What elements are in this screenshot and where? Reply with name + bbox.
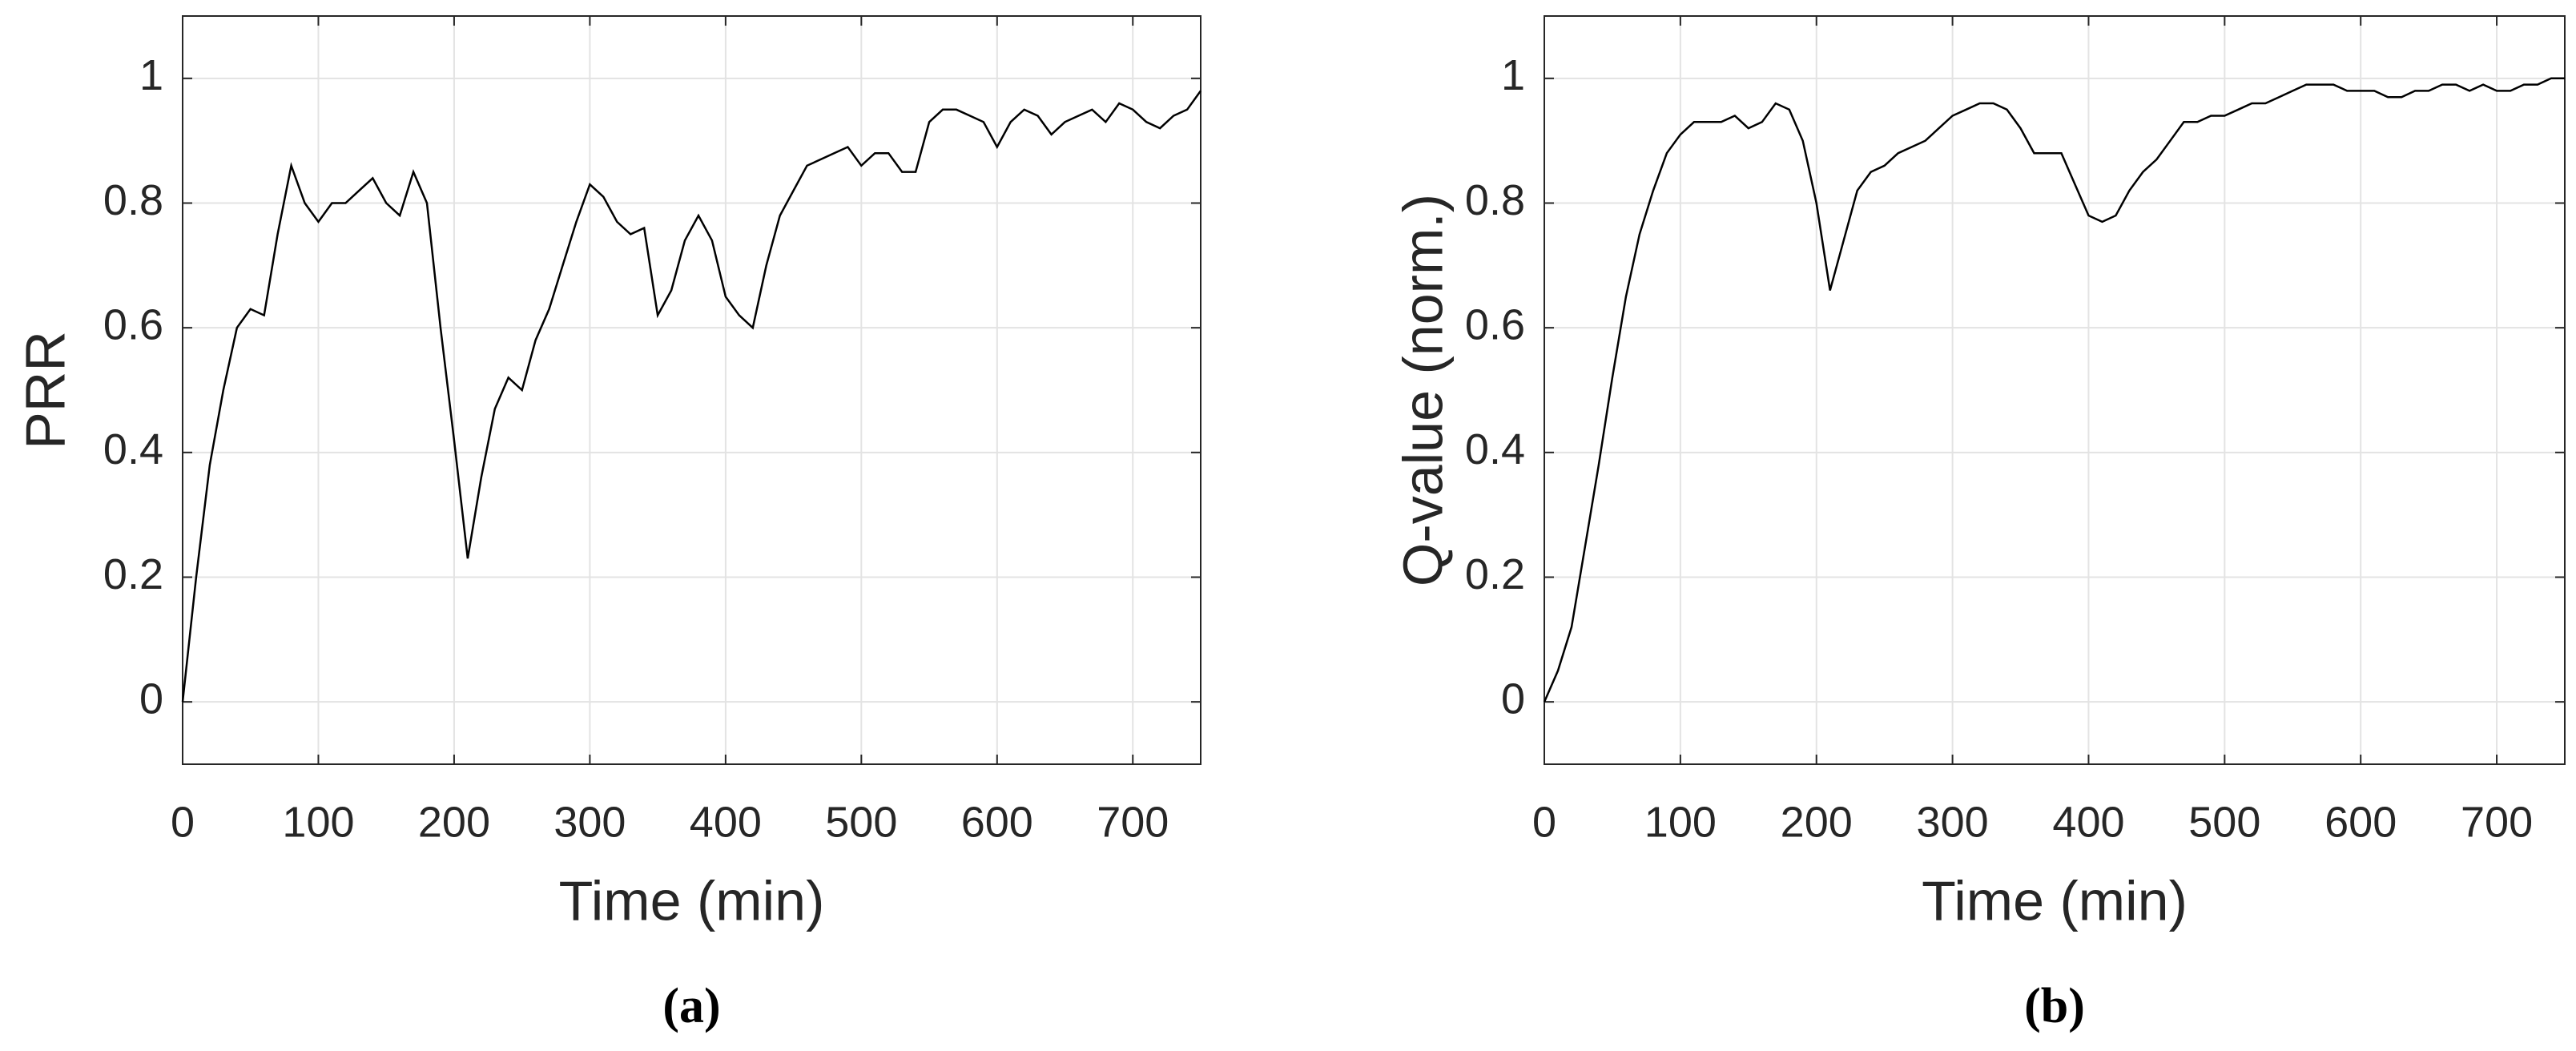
x-tick-label: 400 xyxy=(2052,798,2124,846)
x-axis-label: Time (min) xyxy=(559,869,825,932)
caption: (a) xyxy=(662,979,720,1033)
x-axis-label: Time (min) xyxy=(1922,869,2188,932)
x-tick-label: 400 xyxy=(690,798,762,846)
data-line xyxy=(181,90,1202,703)
y-tick-label: 0.2 xyxy=(103,550,163,598)
x-tick-label: 500 xyxy=(825,798,897,846)
y-tick-label: 0 xyxy=(139,674,163,723)
y-tick-label: 0.8 xyxy=(103,176,163,224)
x-tick-label: 600 xyxy=(961,798,1033,846)
y-tick-label: 0.6 xyxy=(103,300,163,348)
x-tick-label: 100 xyxy=(1644,798,1717,846)
x-tick-label: 300 xyxy=(553,798,626,846)
x-tick-label: 100 xyxy=(282,798,354,846)
x-tick-label: 0 xyxy=(171,798,195,846)
y-tick-label: 0.4 xyxy=(103,425,163,473)
plot-frame xyxy=(1544,15,2566,765)
y-tick-label: 1 xyxy=(139,51,163,99)
y-tick-label: 0.8 xyxy=(1465,176,1525,224)
x-tick-label: 0 xyxy=(1532,798,1556,846)
plot-frame xyxy=(182,15,1201,765)
data-line xyxy=(1543,77,2565,703)
x-tick-label: 700 xyxy=(2461,798,2533,846)
x-tick-label: 700 xyxy=(1097,798,1169,846)
y-tick-label: 0.4 xyxy=(1465,425,1525,473)
y-tick-label: 1 xyxy=(1501,51,1525,99)
y-tick-label: 0 xyxy=(1501,674,1525,723)
x-tick-label: 200 xyxy=(1781,798,1853,846)
y-tick-label: 0.6 xyxy=(1465,300,1525,348)
caption: (b) xyxy=(2024,979,2085,1033)
x-tick-label: 600 xyxy=(2324,798,2397,846)
x-tick-label: 300 xyxy=(1917,798,1989,846)
y-axis-label: Q-value (norm.) xyxy=(1391,194,1454,586)
x-tick-label: 500 xyxy=(2188,798,2260,846)
y-tick-label: 0.2 xyxy=(1465,550,1525,598)
x-tick-label: 200 xyxy=(418,798,490,846)
y-axis-label: PRR xyxy=(14,331,76,449)
